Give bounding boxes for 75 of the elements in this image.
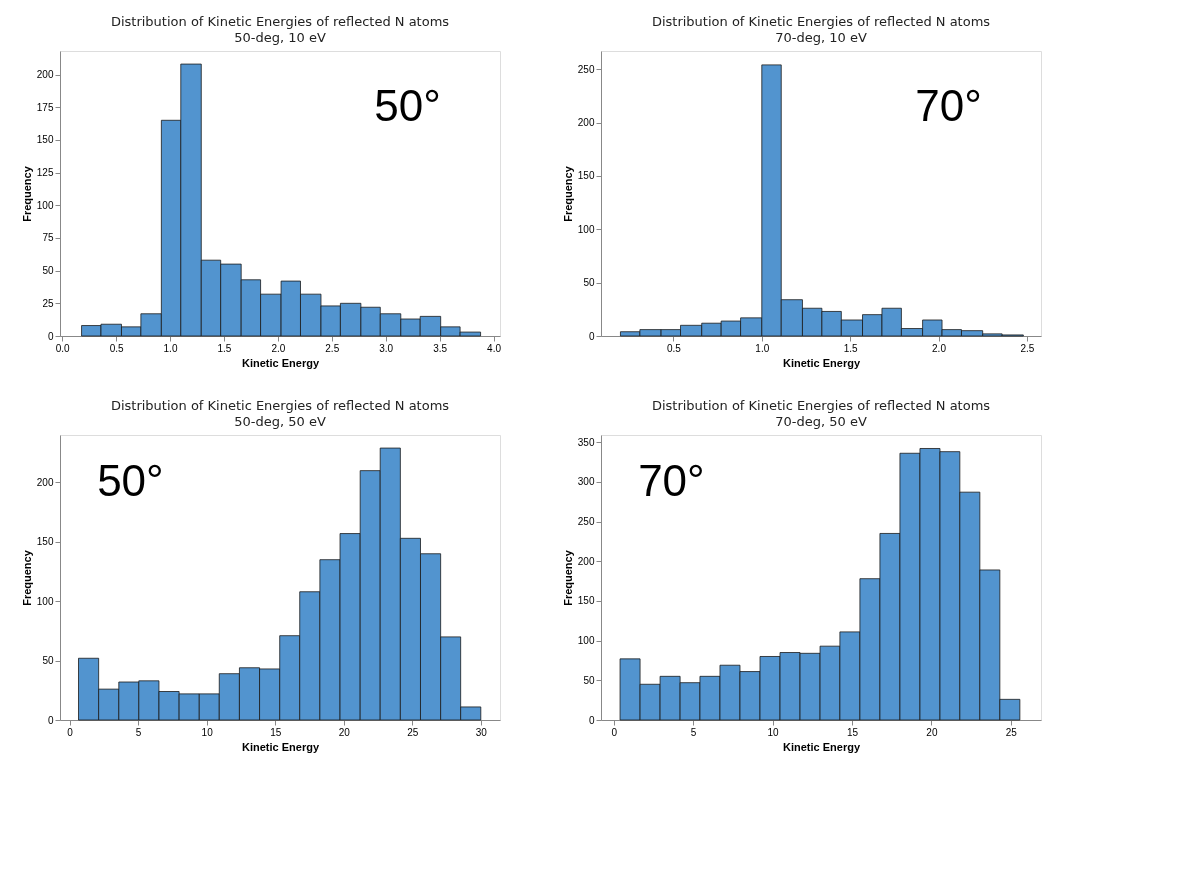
x-tick-label: 5 [690,726,697,738]
x-tick-label: 1.0 [755,342,770,354]
y-tick-label: 200 [36,69,54,81]
y-tick-label: 175 [36,101,54,113]
x-tick-label: 1.0 [163,342,178,354]
y-axis-title: Frequency [20,549,33,606]
x-tick-label: 25 [407,726,419,738]
x-tick-label: 0 [67,726,74,738]
annotation: 70° [915,81,982,130]
y-tick-label: 250 [577,63,595,75]
x-tick-label: 2.5 [1020,342,1035,354]
chart-subtitle: 70-deg, 10 eV [775,30,867,45]
y-axis-title: Frequency [20,165,33,222]
x-tick-label: 5 [135,726,142,738]
chart-title: Distribution of Kinetic Energies of reflected N atoms [110,398,450,413]
x-tick-label: 4.0 [487,342,502,354]
x-axis-title: Kinetic Energy [782,356,861,369]
y-tick-label: 50 [583,277,595,289]
y-tick-label: 100 [36,199,54,211]
x-tick-label: 15 [846,726,859,738]
y-tick-label: 50 [42,265,54,277]
y-tick-label: 150 [36,536,54,548]
y-tick-label: 0 [47,714,54,726]
x-tick-label: 3.5 [433,342,448,354]
x-tick-label: 0.0 [55,342,71,354]
y-tick-label: 350 [577,436,595,448]
chart-subtitle: 50-deg, 10 eV [234,30,326,45]
x-tick-label: 3.0 [379,342,394,354]
x-tick-label: 0.5 [109,342,124,354]
y-tick-label: 200 [36,477,54,488]
y-tick-label: 100 [577,223,595,235]
chart-subtitle: 50-deg, 50 eV [234,414,326,429]
y-tick-label: 150 [577,595,595,607]
x-tick-label: 1.5 [217,342,232,354]
y-tick-label: 0 [588,330,595,342]
y-tick-label: 100 [577,635,595,647]
y-tick-label: 250 [577,516,595,528]
y-tick-label: 100 [36,595,54,607]
x-tick-label: 2.0 [932,342,947,354]
y-tick-label: 125 [36,167,54,179]
annotation: 70° [638,456,705,506]
chart-title: Distribution of Kinetic Energies of reflected N atoms [651,398,991,413]
x-tick-label: 2.5 [325,342,340,354]
x-axis-title: Kinetic Energy [782,740,861,753]
x-tick-label: 20 [926,726,938,738]
x-tick-label: 10 [201,726,214,738]
x-tick-label: 10 [767,726,780,738]
y-tick-label: 50 [42,655,54,667]
x-tick-label: 0.5 [667,342,682,354]
chart-subtitle: 70-deg, 50 eV [775,414,867,429]
y-tick-label: 200 [577,555,595,567]
chart-title: Distribution of Kinetic Energies of reflected N atoms [651,14,991,29]
x-tick-label: 25 [1005,726,1018,738]
annotation: 50° [97,456,164,506]
x-tick-label: 2.0 [271,342,286,354]
x-tick-label: 1.5 [843,342,859,354]
x-tick-label: 0 [611,726,618,738]
y-tick-label: 50 [583,674,595,686]
x-axis-title: Kinetic Energy [241,740,320,753]
y-axis-title: Frequency [561,165,574,222]
y-tick-label: 75 [42,232,54,244]
annotation: 50° [374,81,441,130]
y-tick-label: 25 [42,297,54,309]
x-axis-title: Kinetic Energy [241,356,320,369]
y-axis-title: Frequency [561,549,574,606]
y-tick-label: 150 [36,134,54,146]
x-tick-label: 30 [475,726,488,738]
y-tick-label: 200 [577,117,595,129]
y-tick-label: 0 [588,714,595,726]
x-tick-label: 15 [270,726,282,738]
y-tick-label: 150 [577,170,595,182]
x-tick-label: 20 [338,726,351,738]
chart-title: Distribution of Kinetic Energies of reflected N atoms [110,14,450,29]
y-tick-label: 300 [577,476,595,488]
y-tick-label: 0 [47,330,54,342]
